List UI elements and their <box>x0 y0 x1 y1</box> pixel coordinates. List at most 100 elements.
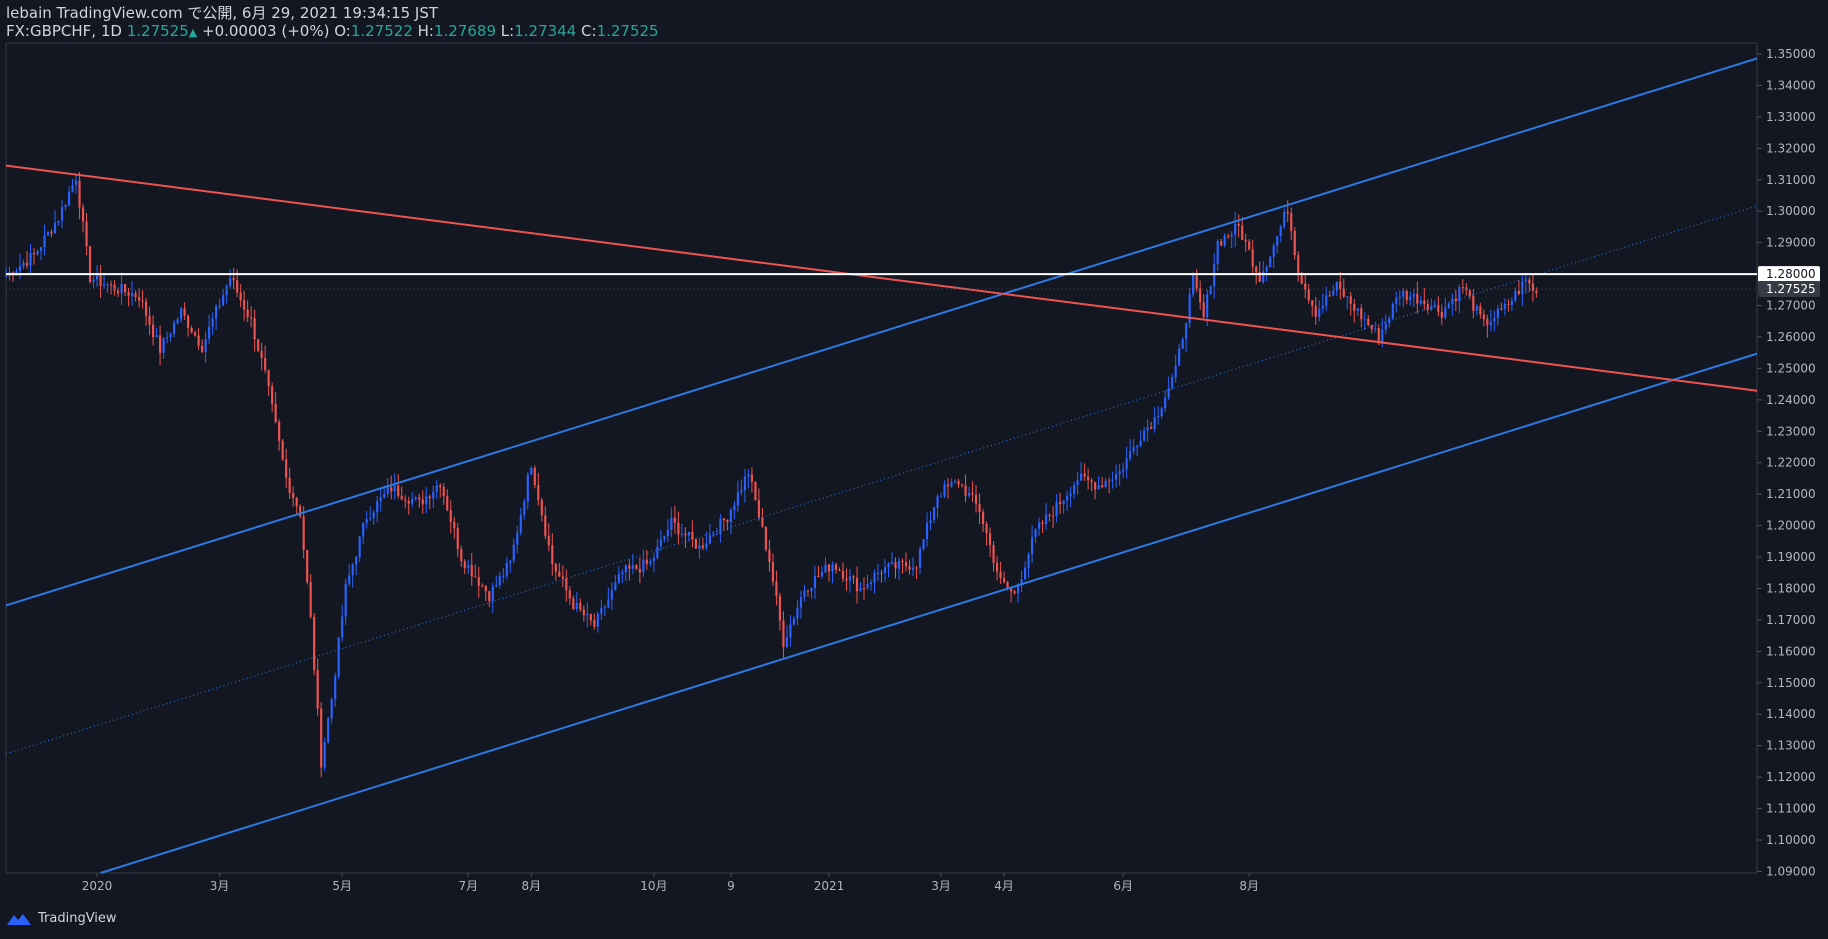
open-value: 1.27522 <box>350 22 413 40</box>
candle-down <box>1360 308 1363 320</box>
candle-down <box>1349 296 1352 304</box>
candle-down <box>901 560 904 563</box>
candle-up <box>22 262 25 267</box>
last-price-badge <box>1758 281 1820 298</box>
candle-down <box>1083 473 1086 477</box>
candle-up <box>932 507 936 521</box>
price-axis[interactable]: 1.35000 1.34000 1.33000 1.32000 1.31000 1.300… <box>1757 47 1816 878</box>
candle-up <box>1045 514 1048 525</box>
candle-down <box>565 578 568 591</box>
candle-up <box>95 274 99 280</box>
candle-down <box>572 598 575 609</box>
candle-up <box>166 337 169 339</box>
candle-up <box>180 308 183 320</box>
candle-up <box>792 618 796 625</box>
candle-down <box>957 481 960 485</box>
candle-down <box>701 545 704 548</box>
candle-down <box>1342 288 1345 297</box>
candle-up <box>621 572 624 575</box>
candle-up <box>1374 328 1377 330</box>
mid-channel-dotted-line[interactable] <box>5 205 1758 755</box>
candle-up <box>1430 306 1433 310</box>
candle-up <box>631 565 634 569</box>
candle-down <box>582 609 585 616</box>
high-value: 1.27689 <box>433 22 497 40</box>
price-tick-label: 1.25000 <box>1766 361 1816 375</box>
candle-down <box>1293 230 1296 256</box>
candle-up <box>376 501 379 513</box>
time-tick-label: 2021 <box>814 879 845 893</box>
resistance-line[interactable] <box>5 164 1758 392</box>
ohlc-line: FX:GBPCHF, 1D 1.27525▲ +0.00003 (+0%) O:… <box>6 22 659 42</box>
candle-down <box>148 315 151 325</box>
footer-branding[interactable]: TradingView <box>6 911 117 926</box>
candle-up <box>600 607 603 614</box>
candle-up <box>943 484 946 497</box>
candle-down <box>1090 480 1093 483</box>
candle-up <box>939 496 943 498</box>
candle-up <box>929 520 932 523</box>
candle-down <box>1251 249 1254 267</box>
candle-down <box>484 585 487 592</box>
candle-down <box>1002 578 1006 583</box>
candle-up <box>505 563 508 576</box>
candle-down <box>1479 305 1482 315</box>
candle-up <box>810 587 813 592</box>
candle-down <box>232 277 235 281</box>
candle-up <box>785 637 789 648</box>
candle-down <box>1461 287 1464 289</box>
candle-down <box>274 403 277 423</box>
candle-up <box>1272 245 1275 257</box>
candle-down <box>264 357 267 371</box>
candle-up <box>211 318 214 327</box>
candle-down <box>1507 304 1510 306</box>
candle-up <box>379 497 382 502</box>
candle-up <box>498 576 501 585</box>
candle-down <box>992 545 995 563</box>
candle-up <box>4 275 8 277</box>
candle-down <box>1339 281 1342 289</box>
candle-up <box>925 522 929 540</box>
candle-down <box>1370 325 1373 330</box>
candle-down <box>554 564 557 572</box>
candle-up <box>1157 415 1160 418</box>
candle-up <box>341 616 344 638</box>
candle-down <box>1531 283 1534 291</box>
candle-down <box>1227 235 1230 237</box>
time-tick-label: 8月 <box>521 879 541 893</box>
candle-down <box>593 620 596 627</box>
candle-down <box>320 708 323 768</box>
price-tick-label: 1.12000 <box>1766 770 1816 784</box>
candle-up <box>1111 479 1114 481</box>
candle-up <box>922 539 925 549</box>
candle-down <box>1150 427 1153 429</box>
candle-down <box>754 481 757 501</box>
candle-down <box>85 221 88 247</box>
symbol-label[interactable]: FX:GBPCHF, 1D <box>6 22 122 40</box>
candle-up <box>1318 308 1321 317</box>
candle-up <box>425 496 428 505</box>
candle-up <box>1153 417 1156 429</box>
candle-down <box>1454 298 1457 302</box>
candle-down <box>1528 279 1531 284</box>
price-tick-label: 1.21000 <box>1766 487 1816 501</box>
lower-channel-line[interactable] <box>100 352 1758 874</box>
candle-down <box>1468 290 1471 296</box>
candle-down <box>845 578 848 581</box>
price-tick-label: 1.34000 <box>1766 78 1816 92</box>
candle-down <box>109 284 113 286</box>
candle-up <box>743 476 747 491</box>
upper-channel-line[interactable] <box>5 57 1758 607</box>
candle-down <box>1202 302 1205 318</box>
candle-down <box>915 567 918 569</box>
time-axis[interactable]: 2020 3月 5月 7月 8月 10月 9 2021 3月 4月 6月 8月 <box>82 873 1259 893</box>
candle-down <box>1041 522 1044 525</box>
candle-up <box>950 482 953 487</box>
candle-down <box>1048 514 1051 516</box>
candle-up <box>43 235 46 248</box>
candle-up <box>351 564 354 576</box>
candle-up <box>586 613 589 616</box>
candle-down <box>635 565 638 569</box>
candle-up <box>729 510 732 523</box>
